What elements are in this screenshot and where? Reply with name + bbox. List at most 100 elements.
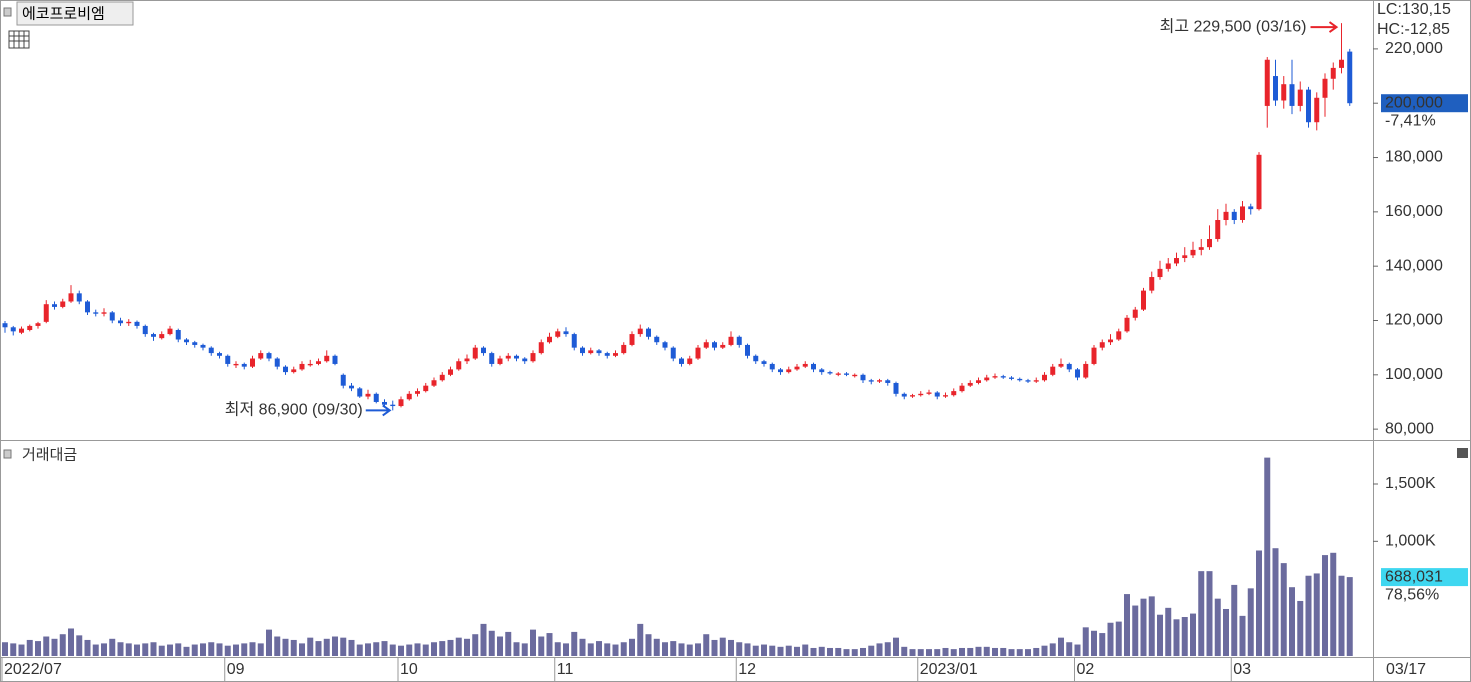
candle-body [101, 312, 107, 314]
volume-bar [992, 647, 998, 656]
candle-body [621, 344, 627, 354]
volume-bar [1313, 573, 1320, 656]
volume-title: 거래대금 [22, 446, 77, 464]
volume-bar [414, 643, 421, 656]
volume-bar [455, 637, 462, 656]
candle-body [217, 353, 222, 356]
volume-bar [1157, 614, 1163, 656]
candle-body [976, 380, 981, 383]
candle-body [365, 393, 371, 397]
candle-body [1132, 309, 1138, 318]
price-box [1381, 94, 1468, 113]
candle-body [250, 358, 255, 367]
candle-body [373, 393, 379, 402]
annotation-arrow [1310, 21, 1339, 33]
volume-bar [1025, 649, 1031, 656]
volume-bar [530, 629, 536, 656]
candle-body [868, 380, 874, 382]
volume-bar [26, 639, 33, 656]
y-tick-label: 100,000 [1385, 366, 1443, 383]
volume-bar [68, 628, 74, 656]
volume-bar [1000, 647, 1007, 656]
volume-bar [1181, 617, 1188, 656]
candle-body [233, 363, 239, 366]
candle-body [481, 347, 486, 354]
y-tick-label: 120,000 [1385, 312, 1443, 329]
candle-body [885, 380, 891, 383]
candle-body [662, 342, 668, 348]
candle-body [1108, 339, 1113, 343]
volume-bar [323, 638, 330, 656]
candle-body [390, 404, 396, 407]
y-tick-label: 160,000 [1385, 203, 1443, 220]
candle-body [2, 323, 8, 328]
volume-bar [1049, 643, 1056, 656]
candle-body [1215, 220, 1221, 240]
candle-body [192, 342, 198, 345]
volume-bar [909, 649, 916, 656]
candle-body [118, 320, 123, 324]
candle-body [1075, 369, 1080, 378]
candle-body [786, 369, 792, 373]
candle-body [802, 363, 808, 367]
candle-body [175, 330, 181, 340]
volume-bar [1099, 633, 1106, 656]
candle-body [984, 377, 990, 381]
volume-bar [2, 642, 8, 656]
volume-bar [1058, 637, 1064, 656]
volume-bar [596, 641, 602, 656]
candle-body [1174, 258, 1179, 264]
candle-body [299, 363, 305, 370]
volume-bar [546, 633, 553, 656]
volume-bar [59, 634, 66, 656]
volume-bar [728, 639, 734, 656]
table-icon[interactable] [8, 30, 30, 49]
indicator-lc: LC:130,15 [1377, 1, 1451, 18]
candle-body [637, 328, 643, 335]
candle-body [712, 342, 717, 348]
volume-bar [101, 643, 107, 656]
candle-body [1297, 89, 1303, 106]
title-box[interactable] [16, 1, 134, 26]
volume-bar [488, 630, 495, 656]
volume-bar [851, 649, 858, 656]
volume-bar [835, 647, 842, 656]
candle-body [1347, 51, 1353, 104]
volume-bar [554, 642, 561, 656]
candle-body [382, 401, 387, 405]
volume-bar [224, 645, 231, 656]
panel-button[interactable] [1457, 448, 1468, 458]
volume-bar [736, 642, 743, 656]
volume-bar [1091, 630, 1097, 656]
candle-body [1256, 154, 1262, 210]
candle-body [27, 325, 33, 330]
volume-bar [1322, 555, 1328, 656]
indicator-hc: HC:-12,85 [1377, 21, 1450, 38]
volume-bar [695, 643, 701, 656]
volume-bar [818, 646, 825, 656]
candle-body [431, 380, 437, 386]
candle-body [1165, 263, 1171, 269]
volume-bar [422, 644, 429, 656]
volume-bar [1247, 588, 1254, 656]
candle-body [200, 344, 206, 348]
candle-body [1157, 268, 1163, 278]
volume-bar [1214, 598, 1221, 656]
volume-bar [1132, 605, 1139, 656]
candle-body [456, 361, 462, 370]
candle-body [159, 334, 165, 339]
volume-bar [1256, 550, 1262, 656]
volume-bar [10, 643, 17, 656]
x-tick-label: 10 [400, 661, 418, 678]
volume-bar [167, 644, 173, 656]
candle-body [332, 355, 338, 364]
volume-bar [282, 638, 289, 656]
volume-bar [332, 636, 338, 656]
candle-body [1281, 84, 1287, 101]
volume-bar [257, 643, 264, 656]
volume-bar [563, 643, 569, 656]
candle-body [291, 369, 297, 373]
candle-body [1306, 89, 1311, 123]
x-tick-label: 12 [738, 661, 756, 678]
